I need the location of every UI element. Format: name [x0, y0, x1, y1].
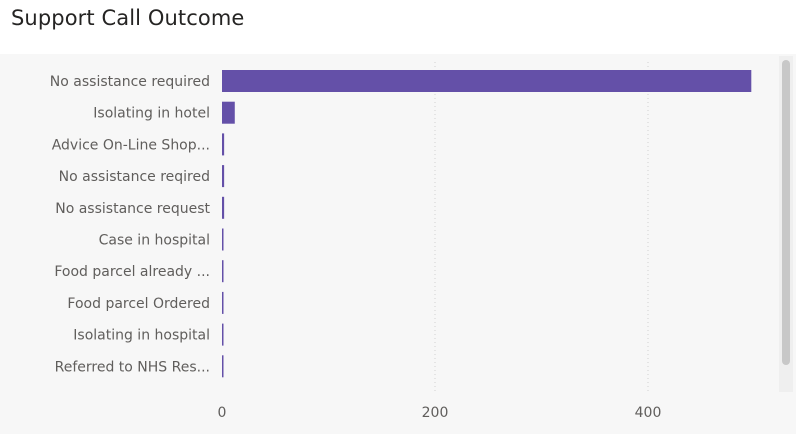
bar[interactable] [222, 196, 225, 219]
category-label: Food parcel Ordered [67, 296, 210, 312]
category-label: Advice On-Line Shop... [52, 137, 210, 153]
bar[interactable] [222, 101, 235, 124]
x-tick-label: 0 [218, 405, 227, 421]
category-label: No assistance required [50, 74, 210, 90]
bar[interactable] [222, 260, 224, 283]
plot-background [0, 54, 796, 434]
bar[interactable] [222, 291, 224, 314]
bar[interactable] [222, 228, 224, 251]
scrollbar-thumb[interactable] [782, 60, 790, 365]
category-label: Isolating in hospital [73, 328, 210, 344]
x-tick-label: 200 [422, 405, 449, 421]
x-tick-label: 400 [635, 405, 662, 421]
chart-title: Support Call Outcome [11, 6, 245, 30]
bar[interactable] [222, 70, 752, 92]
category-label: No assistance reqired [59, 169, 210, 185]
bar[interactable] [222, 165, 225, 188]
category-label: Case in hospital [99, 233, 210, 249]
category-label: No assistance request [55, 201, 210, 217]
category-label: Referred to NHS Res... [55, 359, 210, 375]
bar[interactable] [222, 133, 225, 156]
bar[interactable] [222, 355, 224, 378]
bar[interactable] [222, 323, 224, 346]
category-label: Isolating in hotel [93, 106, 210, 122]
category-label: Food parcel already ... [54, 264, 210, 280]
